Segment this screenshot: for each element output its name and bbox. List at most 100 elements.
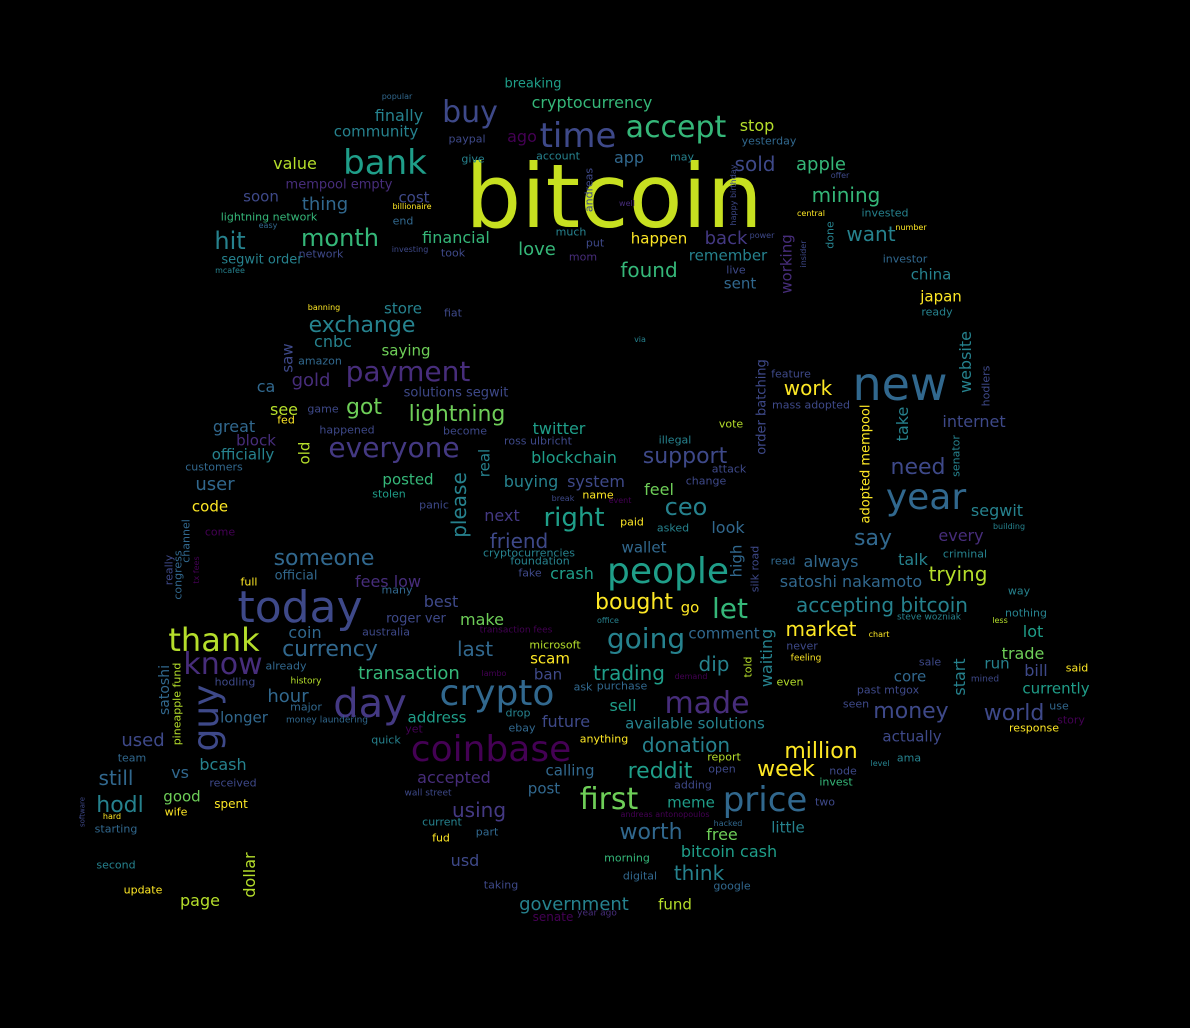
word-yet: yet — [405, 722, 423, 736]
word-address: address — [407, 708, 467, 727]
word-trade: trade — [1001, 644, 1045, 663]
word-look: look — [711, 518, 745, 537]
word-hodl: hodl — [96, 793, 144, 818]
word-working: working — [777, 234, 796, 294]
word-official: official — [274, 568, 318, 584]
word-cnbc: cnbc — [314, 332, 352, 351]
word-fees-low: fees low — [354, 572, 422, 591]
word-meme: meme — [667, 793, 715, 812]
word-hacked: hacked — [713, 819, 743, 828]
word-wife: wife — [164, 805, 188, 819]
word-story: story — [1057, 713, 1085, 727]
word-amazon: amazon — [298, 354, 342, 368]
word-waiting: waiting — [757, 628, 776, 688]
word-wallet: wallet — [621, 538, 667, 557]
word-cryptocurrencies: cryptocurrencies — [482, 546, 576, 560]
word-banning: banning — [307, 303, 341, 312]
word-twitter: twitter — [532, 419, 586, 438]
word-let: let — [712, 592, 748, 625]
word-crash: crash — [550, 564, 594, 583]
word-start: start — [950, 658, 969, 696]
word-happy-birthday: happy birthday — [729, 164, 738, 226]
word-adding: adding — [674, 778, 712, 792]
word-history: history — [290, 676, 322, 687]
word-already: already — [265, 659, 307, 673]
word-day: day — [333, 681, 407, 727]
word-chart: chart — [868, 630, 890, 639]
word-store: store — [384, 299, 422, 318]
word-transaction-fees: transaction fees — [479, 625, 553, 636]
word-finally: finally — [374, 106, 424, 125]
word-please: please — [447, 472, 471, 538]
word-customers: customers — [185, 460, 243, 474]
word-world: world — [983, 701, 1045, 726]
word-steve-wozniak: steve wozniak — [896, 612, 962, 623]
word-senator: senator — [949, 435, 963, 477]
word-money: money — [873, 699, 949, 724]
word-china: china — [910, 265, 952, 284]
word-value: value — [273, 154, 317, 173]
word-seen: seen — [842, 697, 870, 711]
word-invested: invested — [861, 206, 909, 220]
word-way: way — [1007, 584, 1031, 598]
word-node: node — [829, 764, 857, 778]
word-buy: buy — [442, 95, 498, 130]
word-next: next — [484, 506, 520, 525]
word-sold: sold — [734, 152, 776, 176]
word-think: think — [673, 861, 725, 885]
word-vote: vote — [718, 417, 744, 431]
word-lambo: lambo — [481, 669, 507, 678]
word-coinbase: coinbase — [410, 729, 572, 770]
word-vs: vs — [171, 763, 189, 782]
word-attack: attack — [711, 462, 747, 476]
word-ask: ask — [573, 680, 593, 694]
word-user: user — [195, 474, 235, 495]
word-anything: anything — [579, 732, 629, 746]
word-million: million — [784, 739, 858, 764]
word-update: update — [123, 883, 163, 897]
word-people: people — [606, 551, 730, 592]
word-segwit-order: segwit order — [221, 252, 303, 268]
word-drop: drop — [505, 706, 531, 720]
word-spent: spent — [214, 797, 248, 811]
word-bank: bank — [343, 143, 427, 183]
word-mining: mining — [811, 183, 881, 207]
word-bcash: bcash — [199, 755, 247, 774]
word-fake: fake — [518, 566, 542, 580]
word-second: second — [96, 858, 136, 872]
word-software: software — [78, 796, 87, 828]
word-segwit: segwit — [970, 501, 1024, 520]
word-coin: coin — [288, 623, 322, 642]
word-billionaire: billionaire — [392, 202, 432, 211]
word-breaking: breaking — [504, 76, 562, 92]
word-starting: starting — [94, 822, 138, 836]
word-old: old — [295, 441, 314, 465]
word-transaction: transaction — [358, 663, 460, 684]
word-come: come — [204, 525, 236, 539]
word-trading: trading — [593, 661, 665, 685]
word-dip: dip — [698, 652, 730, 676]
word-say: say — [854, 526, 892, 551]
word-future: future — [541, 712, 591, 731]
word-got: got — [345, 395, 383, 420]
word-new: new — [852, 357, 948, 411]
word-stolen: stolen — [372, 487, 406, 501]
word-current: current — [422, 815, 462, 829]
word-usd: usd — [450, 851, 480, 870]
word-talk: talk — [898, 550, 928, 569]
word-feeling: feeling — [790, 653, 822, 664]
word-internet: internet — [942, 412, 1006, 431]
word-insider: insider — [799, 240, 808, 268]
word-thing: thing — [301, 194, 349, 215]
word-available-solutions: available solutions — [625, 714, 765, 733]
word-financial: financial — [422, 228, 490, 247]
word-use: use — [1049, 699, 1069, 713]
word-work: work — [783, 376, 833, 400]
word-currency: currency — [282, 637, 378, 662]
word-ca: ca — [256, 377, 276, 396]
word-silk-road: silk road — [748, 545, 762, 593]
word-number: number — [895, 223, 927, 232]
word-scam: scam — [530, 649, 570, 668]
word-ama: ama — [896, 751, 922, 765]
